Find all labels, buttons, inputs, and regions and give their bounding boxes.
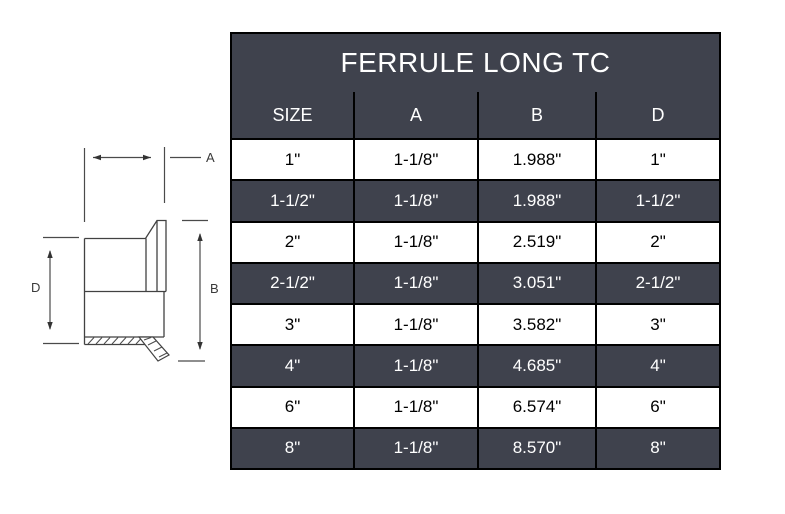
table-row: 2-1/2" 1-1/8" 3.051" 2-1/2" <box>232 261 719 303</box>
section-hatching <box>87 337 143 345</box>
table-cell: 1-1/8" <box>353 222 477 262</box>
table-cell: 1-1/8" <box>353 428 477 468</box>
table-cell: 2" <box>284 232 301 252</box>
table-cell: 2.519" <box>477 222 595 262</box>
table-row: 1" 1-1/8" 1.988" 1" <box>232 138 719 180</box>
table-cell: 4.685" <box>477 346 595 386</box>
table-cell: 2-1/2" <box>270 273 315 293</box>
table-cell: 2" <box>595 222 719 262</box>
table-row: 6" 1-1/8" 6.574" 6" <box>232 385 719 427</box>
table-cell: 8.570" <box>477 428 595 468</box>
table-cell: 3" <box>284 314 301 334</box>
table-cell: 6" <box>284 397 301 417</box>
dimension-label-d: D <box>31 280 40 295</box>
table-title: FERRULE LONG TC <box>340 47 611 78</box>
table-cell: 1-1/8" <box>353 181 477 221</box>
table-cell: 1-1/8" <box>353 387 477 427</box>
table-row: 2" 1-1/8" 2.519" 2" <box>232 220 719 262</box>
table-cell: 1-1/8" <box>353 346 477 386</box>
table-cell: 1" <box>284 149 301 169</box>
table-cell: 1-1/8" <box>353 140 477 180</box>
table-row: 4" 1-1/8" 4.685" 4" <box>232 344 719 386</box>
table-cell: 6.574" <box>477 387 595 427</box>
table-cell: 3.051" <box>477 263 595 303</box>
dimension-label-b: B <box>210 281 219 296</box>
ferrule-diagram: A <box>31 147 219 362</box>
dimension-a: A <box>83 147 215 222</box>
table-row: 3" 1-1/8" 3.582" 3" <box>232 303 719 345</box>
table-cell: 8" <box>284 438 301 458</box>
table-cell: 4" <box>595 346 719 386</box>
ferrule-outline <box>83 219 170 362</box>
dimension-label-a: A <box>206 150 215 165</box>
column-header-b: B <box>477 92 595 138</box>
table-row: 1-1/2" 1-1/8" 1.988" 1-1/2" <box>232 179 719 221</box>
table-cell: 6" <box>595 387 719 427</box>
weld-end-tail <box>137 336 170 362</box>
table-cell: 3.582" <box>477 305 595 345</box>
table-cell: 3" <box>595 305 719 345</box>
table-cell: 1" <box>595 140 719 180</box>
table-cell: 4" <box>284 355 301 375</box>
table-cell: 8" <box>595 428 719 468</box>
table-cell: 1.988" <box>477 140 595 180</box>
column-header-size: SIZE <box>272 104 313 125</box>
dimension-d: D <box>31 236 79 345</box>
table-cell: 1.988" <box>477 181 595 221</box>
table-row: 8" 1-1/8" 8.570" 8" <box>232 426 719 468</box>
column-header-d: D <box>595 92 719 138</box>
table-header-row: SIZE A B D <box>232 92 719 138</box>
column-header-a: A <box>353 92 477 138</box>
dimension-b: B <box>178 219 219 362</box>
table-cell: 1-1/2" <box>270 190 315 210</box>
spec-table: FERRULE LONG TC SIZE A B D 1" 1-1/8" 1.9… <box>230 32 721 470</box>
table-cell: 1-1/2" <box>595 181 719 221</box>
table-cell: 1-1/8" <box>353 263 477 303</box>
table-cell: 1-1/8" <box>353 305 477 345</box>
table-cell: 2-1/2" <box>595 263 719 303</box>
